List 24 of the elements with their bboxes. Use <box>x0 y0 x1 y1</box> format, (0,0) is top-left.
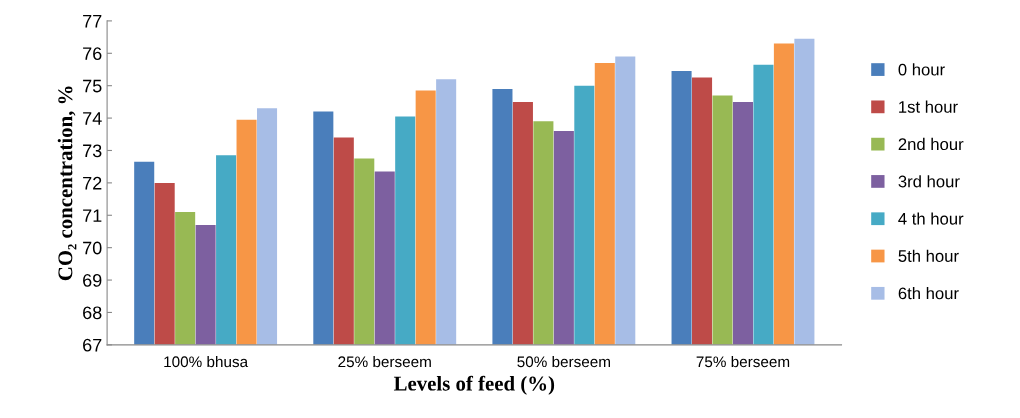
y-tick-label: 68 <box>83 306 102 320</box>
y-axis-title: CO₂ concentration, % <box>57 86 77 281</box>
x-axis-title: Levels of feed (%) <box>393 375 555 395</box>
y-tick-label: 75 <box>83 79 102 93</box>
y-tick-label: 70 <box>83 241 102 255</box>
legend-label: 4 th hour <box>898 212 964 225</box>
legend-label: 5th hour <box>898 249 959 262</box>
legend-label: 0 hour <box>898 63 945 76</box>
legend-label: 6th hour <box>898 287 959 300</box>
y-tick-label: 72 <box>83 176 102 190</box>
x-tick-label: 75% berseem <box>696 355 790 368</box>
y-tick-label: 73 <box>83 144 102 158</box>
legend-label: 3rd hour <box>898 175 960 188</box>
x-tick-label: 50% berseem <box>517 355 610 368</box>
x-tick-label: 25% berseem <box>338 355 431 368</box>
y-tick-label: 76 <box>83 47 102 61</box>
y-tick-label: 67 <box>83 338 102 352</box>
legend-label: 1st hour <box>899 100 958 113</box>
y-tick-label: 77 <box>83 15 102 28</box>
y-tick-label: 74 <box>83 112 102 125</box>
legend-label: 2nd hour <box>898 137 964 151</box>
x-tick-label: 100% bhusa <box>164 355 249 368</box>
y-tick-label: 71 <box>83 209 102 222</box>
y-tick-label: 69 <box>83 273 102 287</box>
